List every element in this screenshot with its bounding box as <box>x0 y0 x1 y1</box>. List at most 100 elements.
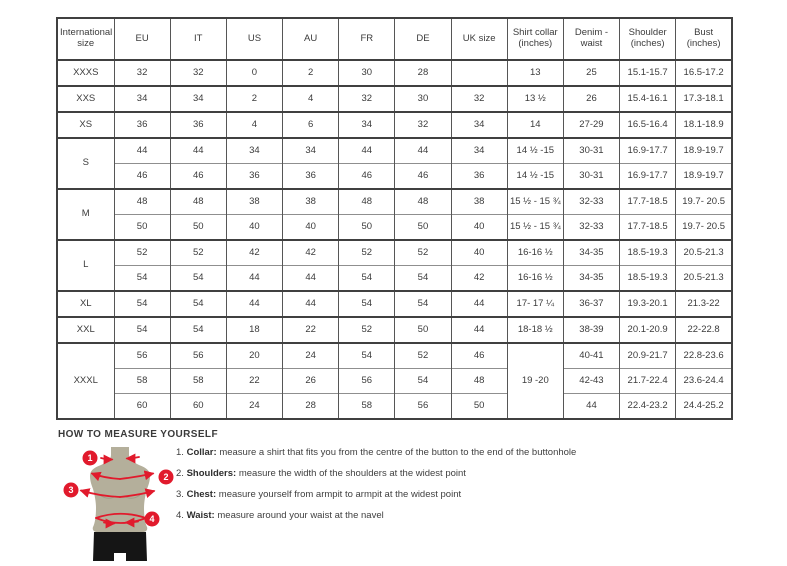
badge-4-number: 4 <box>149 514 154 524</box>
table-cell: 20.9-21.7 <box>619 342 677 369</box>
column-header: FR <box>338 18 396 61</box>
table-cell: 23.6-24.4 <box>675 368 733 394</box>
table-cell: 17.7-18.5 <box>619 214 677 240</box>
column-header: UK size <box>450 18 508 61</box>
badge-2-number: 2 <box>163 472 168 482</box>
table-row: XXS 34 34 2 4 32 30 32 13 ½ 26 15.4-16.1 17.3-18.1 <box>56 85 733 112</box>
table-cell: 22 <box>225 368 284 394</box>
table-cell: 32-33 <box>562 214 621 240</box>
step-label: Waist: <box>186 510 215 521</box>
badge-4-circle <box>144 511 160 527</box>
badge-1-number: 1 <box>87 453 92 463</box>
table-cell: 34-35 <box>562 239 621 266</box>
table-cell: 52 <box>169 239 227 266</box>
table-cell: 50 <box>169 214 227 240</box>
table-cell: L <box>56 239 115 291</box>
table-cell: 58 <box>169 368 227 394</box>
table-cell: 40 <box>450 214 508 240</box>
table-cell: 46 <box>450 342 508 369</box>
column-header: IT <box>169 18 227 61</box>
table-cell: 40-41 <box>562 342 621 369</box>
table-cell: 54 <box>338 342 396 369</box>
table-cell: 14 ½ -15 <box>506 137 564 164</box>
table-cell: 38 <box>450 188 508 215</box>
table-cell: 0 <box>225 59 284 86</box>
table-cell: 58 <box>113 368 171 394</box>
table-cell: 34-35 <box>562 265 621 291</box>
table-cell: XXS <box>56 85 115 112</box>
table-cell: 50 <box>394 316 452 343</box>
table-cell: 46 <box>169 163 227 189</box>
table-cell: 18.1-18.9 <box>675 111 733 138</box>
table-cell: 44 <box>562 393 621 419</box>
column-header: EU <box>113 18 171 61</box>
table-cell: 40 <box>450 239 508 266</box>
column-header: International size <box>56 18 115 61</box>
step-number: 3. <box>176 489 184 500</box>
table-cell: 17- 17 ¼ <box>506 290 564 317</box>
table-cell: 48 <box>113 188 171 215</box>
table-cell: 22-22.8 <box>675 316 733 343</box>
table-cell: 34 <box>169 85 227 112</box>
table-cell: 52 <box>338 239 396 266</box>
table-cell: 16-16 ½ <box>506 265 564 291</box>
table-cell: 56 <box>169 342 227 369</box>
table-cell: 16.5-17.2 <box>675 59 733 86</box>
table-cell: 54 <box>113 290 171 317</box>
table-cell: 19.7- 20.5 <box>675 188 733 215</box>
table-cell: 54 <box>169 265 227 291</box>
badge-2-circle <box>158 469 174 485</box>
table-row: 54 54 44 44 54 54 42 16-16 ½ 34-35 18.5-19.3 20.5-… <box>57 265 733 291</box>
step-number: 1. <box>176 447 184 458</box>
table-cell: 44 <box>225 265 284 291</box>
table-cell: 18 <box>225 316 284 343</box>
table-cell: 54 <box>338 290 396 317</box>
table-cell: 48 <box>450 368 508 394</box>
table-cell: 44 <box>282 290 340 317</box>
column-header: Shirt collar (inches) <box>506 18 564 61</box>
table-cell: 22 <box>282 316 340 343</box>
table-cell: 34 <box>338 111 396 138</box>
table-cell: S <box>56 137 115 189</box>
table-cell: 19.7- 20.5 <box>675 214 733 240</box>
table-cell: M <box>56 188 115 240</box>
table-cell: 21.7-22.4 <box>619 368 677 394</box>
table-cell: 18.9-19.7 <box>675 163 733 189</box>
table-cell: 16.5-16.4 <box>619 111 677 138</box>
table-cell: 32 <box>338 85 396 112</box>
badge-3-circle <box>63 482 79 498</box>
table-cell: 44 <box>450 290 508 317</box>
table-cell: 15 ½ - 15 ¾ <box>506 188 564 215</box>
column-header: Bust (inches) <box>675 18 733 61</box>
table-cell: 16-16 ½ <box>506 239 564 266</box>
table-cell: XS <box>56 111 115 138</box>
table-cell: 32 <box>394 111 452 138</box>
measure-step-waist: 4. Waist: measure around your waist at t… <box>176 510 736 522</box>
table-cell: 30-31 <box>562 163 621 189</box>
table-cell: 56 <box>338 368 396 394</box>
table-cell: 15.4-16.1 <box>619 85 677 112</box>
table-cell: 44 <box>394 137 452 164</box>
table-cell: 42 <box>282 239 340 266</box>
size-chart-table: International size EU IT US AU FR DE UK size Shi… <box>56 17 733 420</box>
table-cell: 16.9-17.7 <box>619 163 677 189</box>
step-number: 2. <box>176 468 184 479</box>
table-cell: 28 <box>394 59 452 86</box>
table-cell: 2 <box>282 59 340 86</box>
table-cell: 18.9-19.7 <box>675 137 733 164</box>
table-cell: 34 <box>282 137 340 164</box>
column-header: DE <box>394 18 452 61</box>
table-cell: 48 <box>338 188 396 215</box>
table-cell: 44 <box>169 137 227 164</box>
table-cell: 34 <box>113 85 171 112</box>
table-cell: 13 ½ <box>506 85 564 112</box>
table-cell: 36 <box>282 163 340 189</box>
table-cell: 26 <box>282 368 340 394</box>
measure-step-shoulders: 2. Shoulders: measure the width of the s… <box>176 468 736 480</box>
step-number: 4. <box>176 510 184 521</box>
table-cell: 36 <box>225 163 284 189</box>
table-cell: 52 <box>394 239 452 266</box>
table-cell: 60 <box>113 393 171 419</box>
table-cell: 44 <box>338 137 396 164</box>
table-row: XL 54 54 44 44 54 54 44 17- 17 ¼ 36-37 19.3-20.1 21… <box>56 290 733 317</box>
